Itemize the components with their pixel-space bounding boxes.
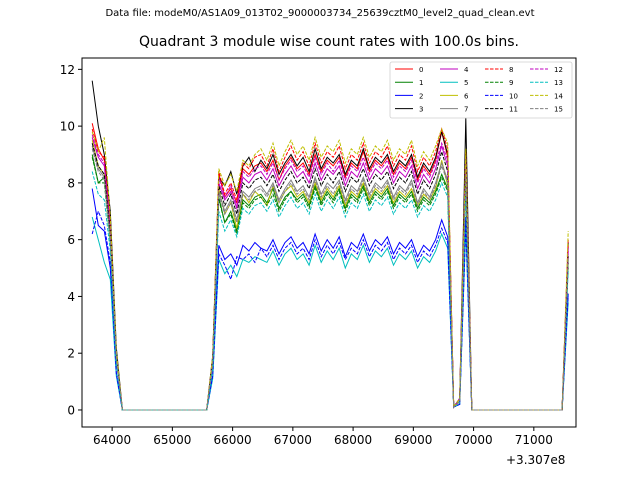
series-line-7 <box>91 145 569 411</box>
legend-label: 7 <box>464 106 468 114</box>
y-tick-label: 2 <box>67 347 75 361</box>
series-line-0 <box>91 123 569 411</box>
x-tick-label: 65000 <box>153 433 191 447</box>
legend-label: 3 <box>419 106 423 114</box>
legend-box <box>389 61 573 119</box>
x-offset-label: +3.307e8 <box>506 453 566 467</box>
legend-label: 15 <box>554 106 563 114</box>
legend-label: 10 <box>509 92 518 100</box>
x-tick-label: 71000 <box>515 433 553 447</box>
x-tick-label: 67000 <box>274 433 312 447</box>
y-tick-label: 8 <box>67 176 75 190</box>
legend-label: 9 <box>509 79 513 87</box>
legend-label: 11 <box>509 106 518 114</box>
suptitle: Data file: modeM0/AS1A09_013T02_90000037… <box>105 8 535 19</box>
series-line-6 <box>91 140 569 411</box>
x-tick-label: 64000 <box>93 433 131 447</box>
legend-label: 4 <box>464 66 469 74</box>
x-tick-label: 69000 <box>394 433 432 447</box>
legend-label: 1 <box>419 79 423 87</box>
y-tick-label: 12 <box>60 63 75 77</box>
series-lines <box>91 80 569 411</box>
legend-label: 13 <box>554 79 563 87</box>
x-axis: 64000 65000 66000 67000 68000 69000 70000 71000 <box>93 427 553 447</box>
series-line-12 <box>91 134 569 411</box>
legend-label: 2 <box>419 92 423 100</box>
series-line-14 <box>91 127 569 411</box>
legend-label: 8 <box>509 66 513 74</box>
legend-label: 5 <box>464 79 468 87</box>
x-tick-label: 70000 <box>454 433 492 447</box>
y-tick-label: 10 <box>60 120 75 134</box>
legend-label: 12 <box>554 66 563 74</box>
series-line-5 <box>91 216 569 411</box>
y-axis: 0 2 4 6 8 10 12 <box>60 63 82 417</box>
y-tick-label: 4 <box>67 290 75 304</box>
series-line-13 <box>91 171 569 411</box>
legend-label: 0 <box>419 66 423 74</box>
legend-label: 14 <box>554 92 563 100</box>
chart-title: Quadrant 3 module wise count rates with … <box>139 34 519 50</box>
plot-frame <box>81 57 577 428</box>
y-tick-label: 6 <box>67 233 75 247</box>
series-line-2 <box>91 188 569 411</box>
series-line-3 <box>91 80 569 411</box>
series-line-10 <box>91 209 569 411</box>
series-line-11 <box>91 143 569 411</box>
y-tick-label: 0 <box>67 403 75 417</box>
x-tick-label: 68000 <box>334 433 372 447</box>
legend-label: 6 <box>464 92 469 100</box>
series-line-8 <box>91 127 569 411</box>
series-line-15 <box>91 148 569 411</box>
x-tick-label: 66000 <box>214 433 252 447</box>
